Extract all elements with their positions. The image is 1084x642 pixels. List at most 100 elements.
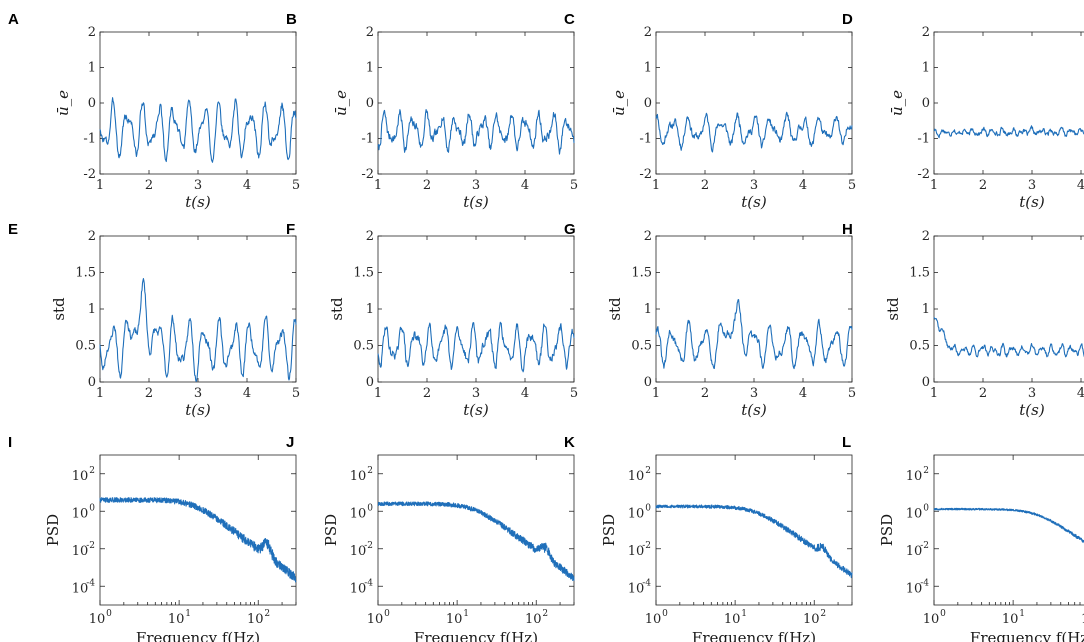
y-tick-label: -1	[917, 132, 930, 147]
y-tick-label: 1.5	[631, 266, 652, 281]
panel-label: A	[8, 11, 19, 28]
y-axis-title: ū_e	[610, 90, 628, 116]
x-tick-label: 1	[374, 386, 382, 401]
axis-frame	[377, 454, 575, 606]
y-tick-label: 1	[88, 302, 96, 317]
y-tick-label: 0	[922, 96, 930, 111]
y-axis-title: ū_e	[54, 90, 72, 116]
x-tick-label: 4	[521, 178, 529, 193]
y-tick-label-base: 10	[628, 469, 645, 484]
panel-B: B 1 2 3 4 5 -2 -1 0 1 2 ū_e t(s)	[286, 11, 578, 211]
x-tick-label: 2	[979, 178, 987, 193]
panel-label: F	[286, 221, 295, 238]
x-tick-label: 2	[701, 386, 709, 401]
y-tick-label: 0.5	[909, 339, 930, 354]
x-tick-label-base: 10	[367, 612, 384, 627]
y-tick-label-exp: -4	[920, 578, 929, 588]
y-tick-label: 2	[922, 229, 930, 244]
y-axis-title: PSD	[600, 514, 618, 546]
x-tick-label: 1	[652, 178, 660, 193]
x-tick-label: 2	[145, 386, 153, 401]
x-tick-label: 4	[799, 386, 807, 401]
y-tick-label-exp: 0	[645, 503, 651, 513]
x-tick-label: 2	[979, 386, 987, 401]
series-line	[99, 278, 297, 382]
axis-frame	[377, 235, 575, 383]
y-tick-label-exp: 0	[367, 503, 373, 513]
x-tick-label-exp: 0	[940, 609, 946, 619]
x-tick-label: 2	[423, 178, 431, 193]
y-tick-label-base: 10	[350, 581, 367, 596]
panel-G: G 1 2 3 4 5 0 0.5 1 1.5 2 std t(s)	[564, 221, 856, 419]
x-axis-title: Frequency f(Hz)	[136, 629, 260, 642]
x-tick-label: 5	[848, 178, 856, 193]
x-axis-title: t(s)	[741, 401, 767, 419]
x-tick-label-exp: 2	[820, 609, 826, 619]
x-tick-label: 3	[1028, 386, 1036, 401]
psd-line	[377, 501, 575, 582]
x-axis-title: t(s)	[1019, 401, 1045, 419]
x-tick-label: 3	[750, 178, 758, 193]
x-tick-label: 1	[96, 386, 104, 401]
panel-label: I	[8, 434, 12, 451]
x-tick-label-exp: 2	[542, 609, 548, 619]
x-tick-label: 1	[652, 386, 660, 401]
x-tick-label: 1	[96, 178, 104, 193]
y-axis-title: std	[328, 297, 346, 321]
y-tick-label: 1.5	[75, 266, 96, 281]
panel-label: K	[564, 434, 575, 451]
x-tick-label-base: 10	[724, 612, 741, 627]
y-tick-label-exp: 0	[923, 503, 929, 513]
x-tick-label: 2	[145, 178, 153, 193]
y-tick-label: 1	[922, 61, 930, 76]
x-tick-label-exp: 1	[1019, 609, 1025, 619]
y-axis-title: PSD	[44, 514, 62, 546]
y-tick-label: -1	[83, 132, 96, 147]
y-tick-label: 0.5	[631, 339, 652, 354]
y-tick-label-base: 10	[72, 581, 89, 596]
x-tick-label-exp: 0	[384, 609, 390, 619]
axis-frame	[99, 31, 297, 175]
y-tick-label: 2	[366, 25, 374, 40]
series-line	[655, 111, 853, 153]
series-line	[933, 316, 1084, 358]
x-tick-label-base: 10	[247, 612, 264, 627]
y-tick-label: -1	[361, 132, 374, 147]
y-tick-label: -1	[639, 132, 652, 147]
y-tick-label: 0	[88, 96, 96, 111]
y-axis-title: PSD	[322, 514, 340, 546]
panel-label: J	[286, 434, 294, 451]
y-tick-label: 0	[922, 375, 930, 390]
y-tick-label: 1	[366, 61, 374, 76]
y-tick-label-exp: -2	[86, 541, 95, 551]
panel-E: E 1 2 3 4 5 0 0.5 1 1.5 2 std t(s)	[8, 221, 300, 419]
x-tick-label-base: 10	[446, 612, 463, 627]
series-line	[655, 299, 853, 370]
axis-frame	[655, 31, 853, 175]
y-tick-label: 1	[88, 61, 96, 76]
y-axis-title: std	[606, 297, 624, 321]
y-tick-label-exp: -4	[642, 578, 651, 588]
psd-line	[99, 497, 297, 583]
panel-H: H 1 2 3 4 5 0 0.5 1 1.5 2 std t(s)	[842, 221, 1084, 419]
x-tick-label: 5	[292, 386, 300, 401]
y-tick-label-exp: 2	[923, 466, 929, 476]
series-line	[99, 97, 297, 163]
y-tick-label: 0	[644, 375, 652, 390]
y-tick-label: 2	[88, 229, 96, 244]
y-tick-label: 2	[366, 229, 374, 244]
x-tick-label: 4	[1077, 178, 1084, 193]
panel-D: D 1 2 3 4 5 -2 -1 0 1 2 ū_e t(s)	[842, 11, 1084, 211]
x-tick-label-base: 10	[1002, 612, 1019, 627]
y-tick-label-exp: -4	[86, 578, 95, 588]
x-tick-label: 4	[1077, 386, 1084, 401]
x-tick-label: 4	[243, 386, 251, 401]
y-axis-title: PSD	[878, 514, 896, 546]
y-tick-label-exp: -2	[364, 541, 373, 551]
x-tick-label-exp: 1	[741, 609, 747, 619]
